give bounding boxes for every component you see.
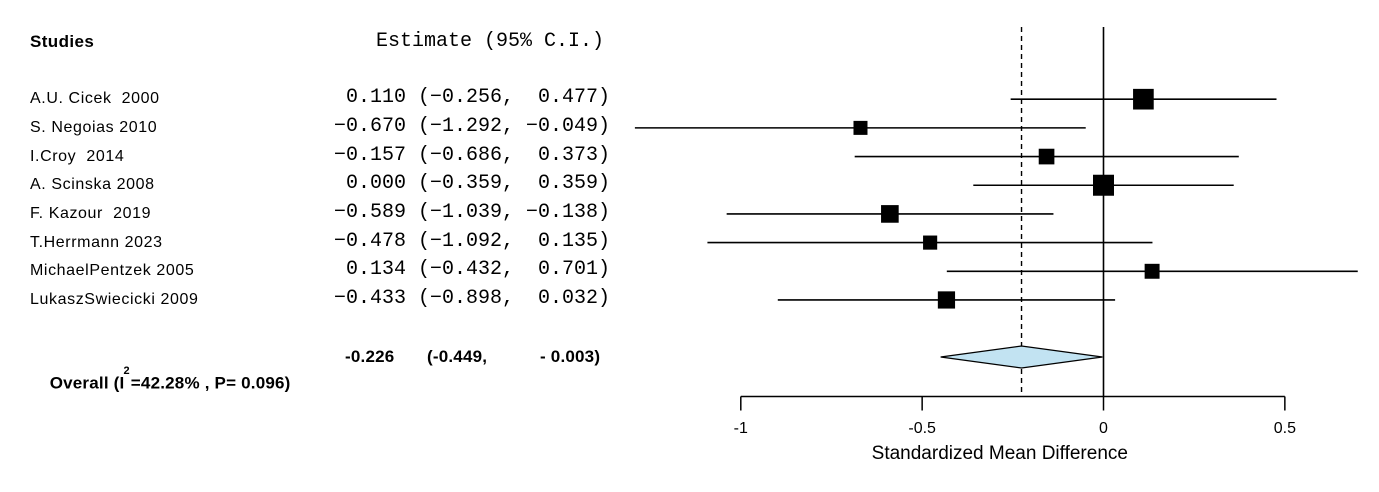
overall-label: Overall (I2=42.28% , P= 0.096): [30, 346, 291, 417]
study-name: I.Croy 2014: [30, 147, 125, 165]
overall-ci-upper-value: - 0.003): [540, 347, 601, 366]
overall-ci-lower-value: (-0.449,: [427, 347, 488, 366]
study-name: F. Kazour 2019: [30, 204, 152, 222]
estimate-column-header: Estimate (95% C.I.): [376, 30, 605, 53]
study-estimate-ci: −0.478 (−1.092, 0.135): [334, 229, 611, 253]
estimate-square: [923, 235, 938, 250]
estimate-square: [1093, 174, 1114, 196]
estimate-square: [937, 291, 956, 309]
study-estimate-ci: −0.589 (−1.039, −0.138): [334, 200, 611, 224]
overall-label-prefix: Overall (I: [49, 373, 125, 393]
study-name: A.U. Cicek 2000: [30, 90, 160, 108]
x-tick-label: -1: [734, 420, 748, 437]
study-estimate-ci: 0.110 (−0.256, 0.477): [334, 86, 611, 110]
study-estimate-ci: −0.433 (−0.898, 0.032): [334, 286, 611, 310]
estimate-square: [1038, 148, 1055, 165]
study-estimate-ci: −0.670 (−1.292, −0.049): [334, 114, 611, 138]
study-name: S. Negoias 2010: [30, 118, 158, 136]
estimate-square: [1133, 88, 1154, 110]
x-tick-label: -0.5: [908, 420, 936, 437]
estimate-square: [881, 205, 899, 223]
overall-estimate-value: -0.226: [345, 347, 395, 366]
overall-label-superscript: 2: [123, 365, 130, 377]
study-name: T.Herrmann 2023: [30, 233, 163, 251]
study-estimate-ci: 0.134 (−0.432, 0.701): [334, 258, 611, 282]
estimate-square: [853, 120, 868, 135]
overall-diamond: [940, 345, 1103, 369]
studies-column-header: Studies: [30, 32, 95, 51]
estimate-square: [1144, 263, 1160, 279]
overall-label-suffix: =42.28% , P= 0.096): [130, 373, 291, 393]
x-axis-title: Standardized Mean Difference: [872, 443, 1128, 464]
study-name: MichaelPentzek 2005: [30, 262, 195, 280]
x-tick-label: 0.5: [1274, 420, 1296, 437]
study-name: A. Scinska 2008: [30, 176, 155, 194]
study-estimate-ci: −0.157 (−0.686, 0.373): [334, 143, 611, 167]
x-tick-label: 0: [1099, 420, 1108, 437]
study-estimate-ci: 0.000 (−0.359, 0.359): [334, 172, 611, 196]
study-name: LukaszSwiecicki 2009: [30, 290, 199, 308]
